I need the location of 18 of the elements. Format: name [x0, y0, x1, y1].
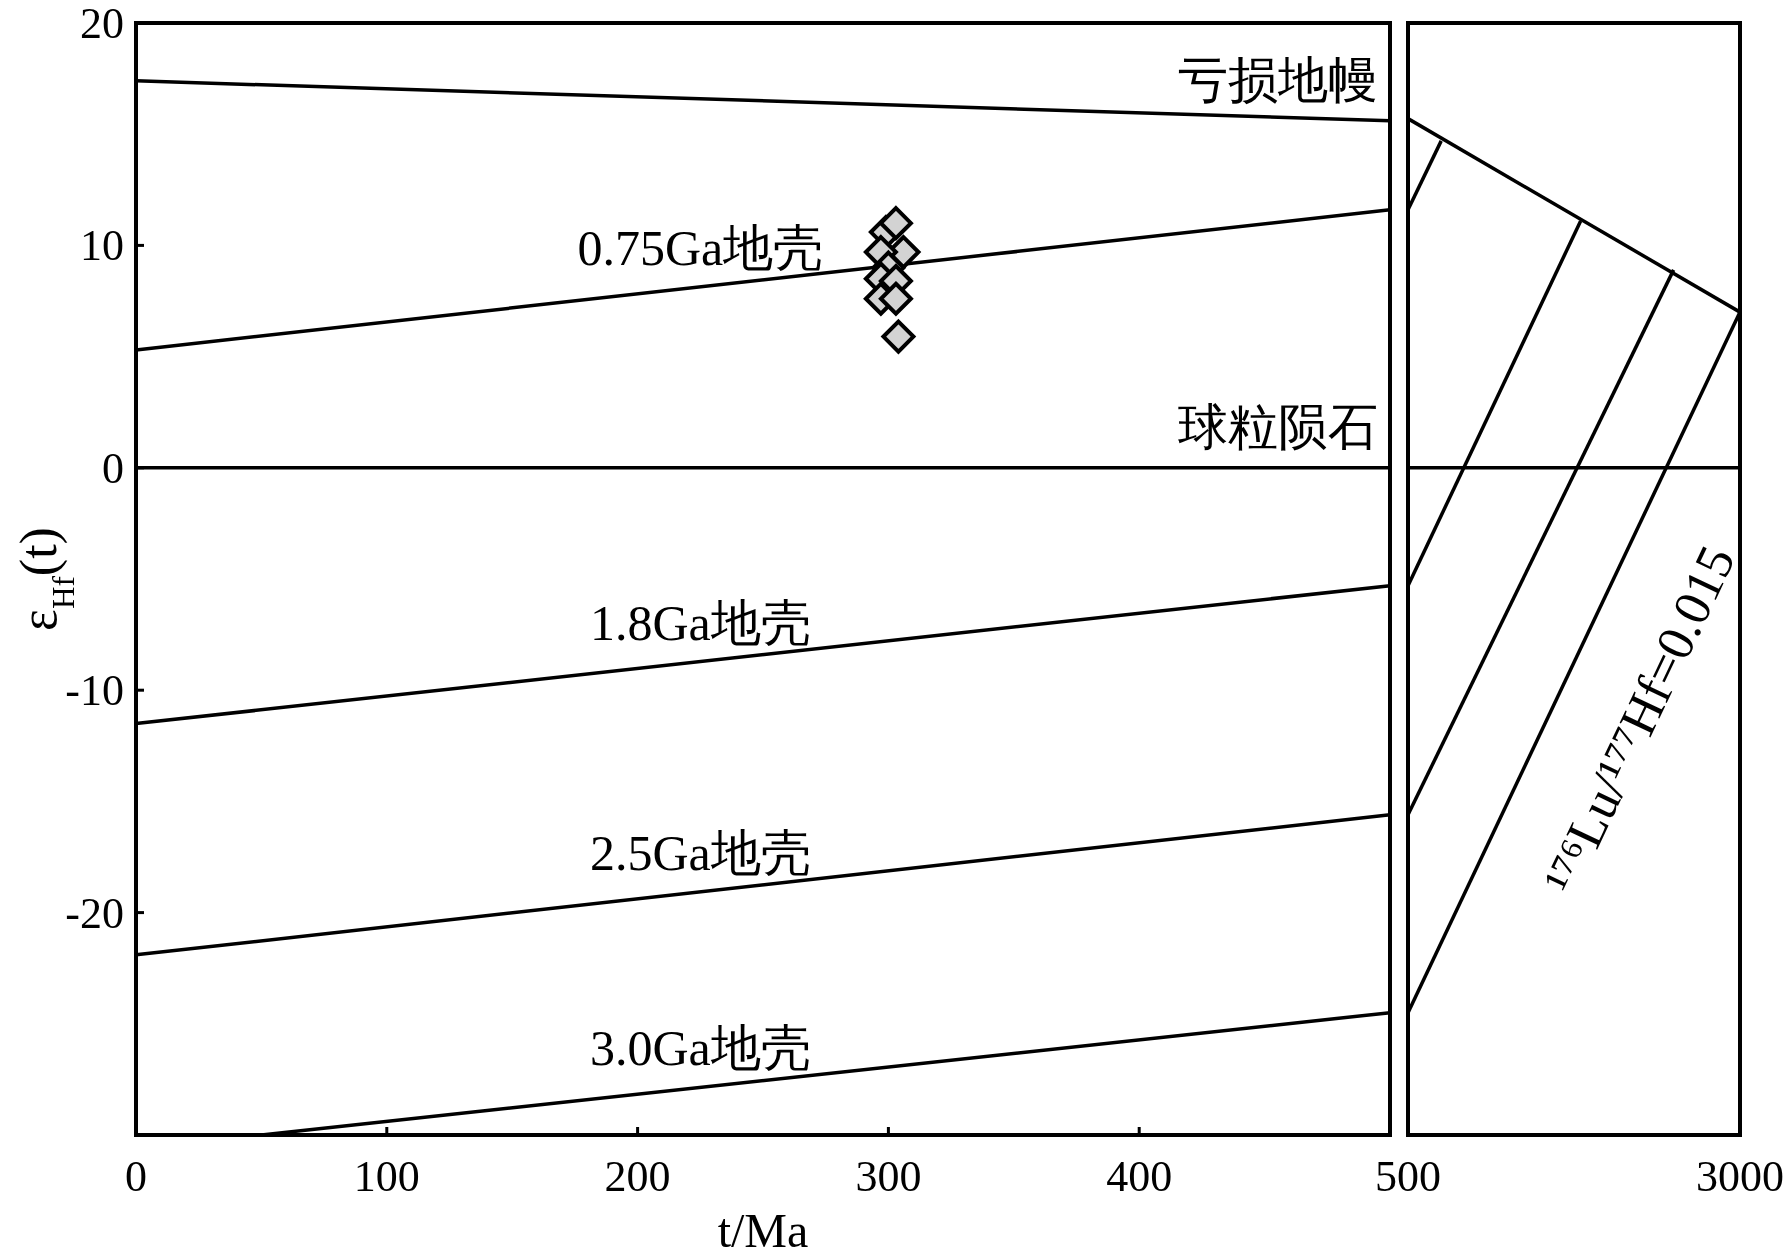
x-tick-label: 100	[353, 1152, 420, 1201]
series-label: 3.0Ga地壳	[589, 1020, 811, 1077]
x-axis-title: t/Ma	[717, 1204, 809, 1257]
x-tick-label: 3000	[1696, 1152, 1784, 1201]
y-tick-label: -20	[65, 888, 124, 938]
series-label: 亏损地幔	[1178, 51, 1378, 108]
x-tick-label: 200	[604, 1152, 671, 1201]
series-label: 2.5Ga地壳	[589, 824, 811, 881]
y-tick-label: 20	[80, 0, 124, 48]
y-tick-label: -10	[65, 666, 124, 716]
x-tick-label: 400	[1106, 1152, 1173, 1201]
x-tick-label: 300	[855, 1152, 922, 1201]
y-tick-label: 10	[80, 221, 124, 271]
series-label: 0.75Ga地壳	[577, 219, 824, 276]
series-label: 球粒陨石	[1178, 398, 1378, 455]
y-tick-label: 0	[102, 443, 124, 493]
x-tick-label: 500	[1375, 1152, 1441, 1201]
series-label: 1.8Ga地壳	[589, 594, 811, 651]
